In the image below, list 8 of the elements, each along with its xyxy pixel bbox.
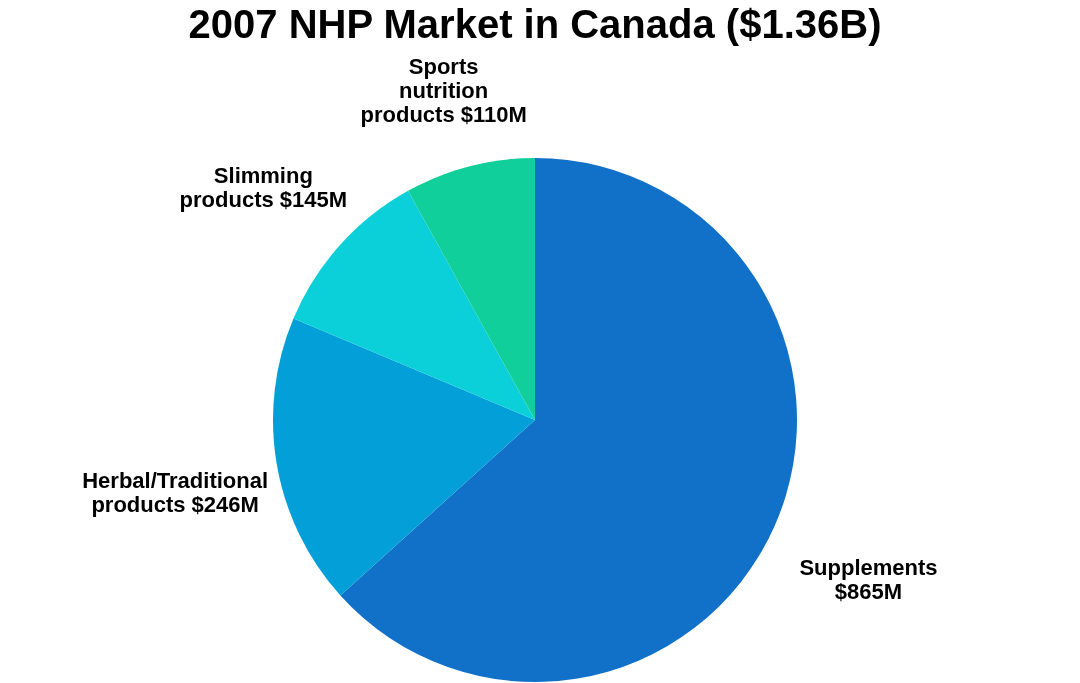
slice-label: Supplements <box>799 555 938 581</box>
chart-title: 2007 NHP Market in Canada ($1.36B) <box>188 1 882 46</box>
slice-label: Slimming products $145M <box>179 163 348 213</box>
slice-label: Herbal/Traditional products $246M <box>82 467 269 517</box>
pie-slice <box>408 158 535 420</box>
data-label: $865M <box>834 579 903 605</box>
pie-slice <box>273 318 535 596</box>
slice-label: Sports nutrition products $110M <box>360 53 527 127</box>
